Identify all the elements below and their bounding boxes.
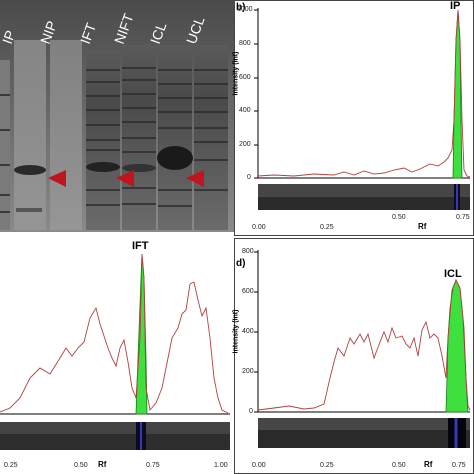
ytick-d-2: 400	[242, 328, 254, 335]
densitometry-panel-b: b) IP Intensity (Int) 1000 800 600 400 2…	[232, 0, 474, 236]
panel-tag-b: b)	[236, 2, 246, 13]
arrow-ip	[48, 170, 66, 187]
xtick-b-3: 0.75	[456, 214, 470, 221]
arrow-ift	[116, 170, 134, 187]
ytick-b-1: 800	[239, 40, 251, 47]
peak-label-c: IFT	[132, 240, 149, 252]
trace-b	[257, 9, 471, 178]
xtick-d-2: 0.50	[392, 462, 406, 469]
ytick-b-4: 200	[239, 141, 251, 148]
trace-d	[257, 278, 471, 411]
xtick-b-0: 0.00	[252, 224, 266, 231]
ytick-b-2: 600	[239, 74, 251, 81]
gel-image	[0, 0, 234, 232]
ytick-d-0: 800	[242, 248, 254, 255]
xtick-c-1: 0.50	[74, 462, 88, 469]
xlabel-c: Rf	[98, 460, 107, 469]
densitometry-panel-d: d) ICL Intensity (Int) 800 600 400 200 0…	[232, 238, 474, 474]
xtick-b-1: 0.25	[320, 224, 334, 231]
xtick-d-0: 0.00	[252, 462, 266, 469]
trace-c	[0, 253, 229, 414]
ytick-d-1: 600	[242, 288, 254, 295]
ylabel-d: Intensity (Int)	[232, 309, 240, 354]
xlabel-d: Rf	[424, 460, 433, 469]
xtick-b-2: 0.50	[392, 214, 406, 221]
ytick-d-3: 200	[242, 368, 254, 375]
xtick-d-3: 0.75	[452, 462, 466, 469]
xtick-c-0: 0.25	[4, 462, 18, 469]
ytick-b-5: 0	[247, 174, 251, 181]
xtick-c-2: 0.75	[146, 462, 160, 469]
peak-label-d: ICL	[444, 268, 462, 280]
arrow-icl	[186, 170, 204, 187]
peak-label-b: IP	[450, 0, 461, 12]
ytick-d-4: 0	[249, 408, 253, 415]
xlabel-b: Rf	[418, 222, 427, 231]
panel-tag-d: d)	[236, 258, 246, 269]
densitometry-panel-c: IFT 0.25 0.50 0.75 1.00 Rf	[0, 238, 234, 474]
ytick-b-3: 400	[239, 107, 251, 114]
ytick-b-0: 1000	[237, 6, 253, 13]
gel-panel: IP NIP IFT NIFT ICL UCL	[0, 0, 234, 232]
xtick-d-1: 0.25	[320, 462, 334, 469]
xtick-c-3: 1.00	[214, 462, 228, 469]
